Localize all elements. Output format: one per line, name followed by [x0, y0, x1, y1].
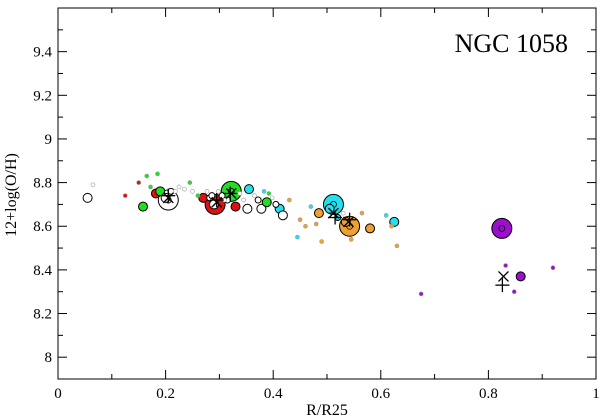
x-marker: [327, 207, 339, 219]
data-point: [491, 217, 513, 239]
data-point: [204, 189, 210, 194]
plus-marker: [161, 188, 176, 203]
data-point: [418, 291, 424, 297]
x-tick-label: 1: [592, 386, 600, 402]
data-point: [269, 195, 275, 201]
data-point: [187, 180, 193, 185]
data-point: [261, 197, 272, 208]
data-point: [515, 271, 526, 282]
x-tick-label: 0.2: [156, 386, 175, 402]
y-tick-label: 8: [45, 350, 53, 366]
data-point: [195, 193, 201, 198]
data-point: [303, 223, 308, 229]
x-axis-title: R/R25: [306, 402, 348, 419]
data-point: [319, 239, 324, 244]
data-point: [237, 191, 243, 196]
data-point-center: [498, 225, 506, 232]
data-point: [389, 223, 394, 229]
y-tick-label: 9: [45, 132, 53, 148]
data-point: [220, 180, 242, 202]
data-point: [313, 221, 319, 227]
data-point: [266, 191, 272, 196]
data-point: [82, 192, 93, 203]
axis-ticks: 0 0.2 0.4 0.6 0.8 1 8 8.2 8.4 8.6 8.8 9 9.2 9.4: [33, 8, 600, 402]
data-point: [148, 184, 153, 190]
x-tick-label: 0.4: [264, 386, 283, 402]
data-point: [144, 173, 150, 179]
data-point: [230, 201, 241, 212]
data-point: [90, 182, 96, 188]
data-point: [136, 180, 141, 185]
plus-marker: [495, 278, 510, 293]
data-point: [359, 210, 365, 216]
data-point: [550, 265, 556, 271]
data-point: [242, 203, 253, 214]
data-point: [254, 196, 262, 204]
data-point: [503, 263, 508, 268]
plus-marker: [223, 186, 238, 201]
data-point: [277, 210, 288, 221]
data-point: [297, 217, 303, 222]
data-point: [348, 237, 354, 242]
data-point: [272, 200, 280, 208]
x-tick-label: 0.6: [371, 386, 390, 402]
data-point: [511, 289, 517, 295]
data-point: [313, 208, 324, 219]
chart-title: NGC 1058: [455, 29, 568, 58]
data-point: [241, 197, 246, 203]
median-markers: [161, 186, 510, 293]
plus-marker: [209, 193, 224, 208]
x-marker: [498, 270, 509, 282]
data-point: [122, 193, 128, 198]
data-point: [340, 210, 346, 216]
data-point: [216, 189, 221, 194]
x-tick-label: 0.8: [479, 386, 498, 402]
y-tick-label: 8.6: [33, 219, 52, 235]
data-point: [261, 189, 267, 194]
data-point: [182, 186, 187, 192]
data-point: [256, 203, 267, 214]
y-tick-label: 8.8: [33, 176, 52, 192]
y-tick-label: 9.2: [33, 88, 52, 104]
data-point: [308, 204, 314, 209]
y-tick-label: 8.2: [33, 307, 52, 323]
data-point: [287, 197, 292, 203]
data-point: [243, 184, 254, 195]
plot-area: [57, 7, 597, 380]
data-point: [208, 192, 216, 200]
data-point: [383, 213, 389, 218]
x-tick-label: 0: [54, 386, 62, 402]
data-point: [252, 193, 257, 198]
plus-marker: [328, 210, 343, 225]
y-tick-label: 9.4: [33, 45, 52, 61]
plus-marker: [342, 212, 357, 227]
y-axis-title: 12+log(O/H): [3, 153, 20, 237]
y-tick-label: 8.4: [33, 263, 52, 279]
data-point: [155, 171, 160, 177]
data-point: [295, 234, 300, 240]
data-point: [190, 189, 195, 194]
data-point: [176, 184, 182, 190]
data-point: [155, 186, 166, 197]
data-point: [172, 189, 178, 194]
data-point: [365, 223, 376, 234]
x-marker: [343, 216, 354, 228]
data-point: [218, 192, 226, 200]
data-point: [138, 201, 149, 212]
data-point: [394, 243, 400, 249]
